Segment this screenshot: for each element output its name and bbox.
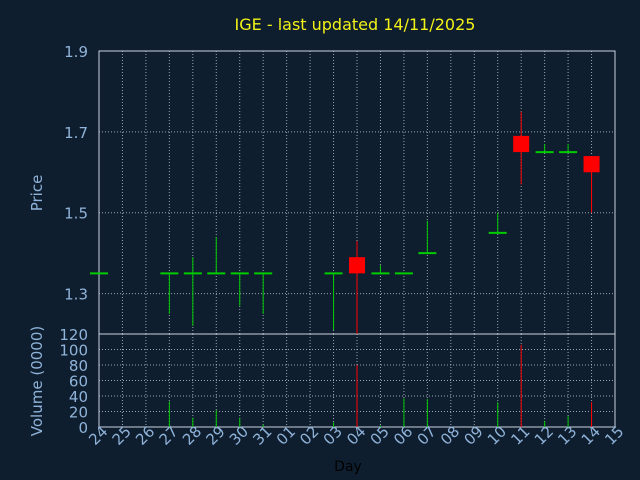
x-tick-label: 08 [437, 423, 463, 449]
x-tick-label: 05 [367, 423, 393, 449]
volume-y-tick-label: 120 [59, 326, 88, 344]
candle-body [349, 257, 365, 274]
x-tick-label: 31 [249, 423, 275, 449]
x-tick-label: 26 [132, 423, 158, 449]
volume-y-tick-label: 60 [69, 373, 88, 391]
volume-y-tick-label: 20 [69, 404, 88, 422]
x-tick-label: 27 [156, 423, 182, 449]
price-axis-label: Price [28, 175, 46, 212]
x-tick-label: 13 [554, 423, 580, 449]
price-y-tick-label: 1.5 [64, 205, 88, 223]
chart-title: IGE - last updated 14/11/2025 [235, 15, 476, 34]
x-tick-label: 25 [109, 423, 135, 449]
x-tick-label: 12 [531, 423, 557, 449]
x-tick-label: 02 [296, 423, 322, 449]
volume-y-tick-label: 100 [59, 342, 88, 360]
x-tick-label: 06 [390, 423, 416, 449]
x-tick-labels: 2425262728293031010203040506070809101112… [85, 423, 627, 449]
candle-body [513, 135, 530, 153]
x-tick-label: 30 [226, 423, 252, 449]
price-y-tick-label: 1.9 [64, 43, 88, 61]
price-y-tick-label: 1.3 [64, 286, 88, 304]
volume-axis-label: Volume (0000) [28, 326, 46, 436]
volume-y-tick-label: 0 [78, 419, 88, 437]
x-tick-label: 10 [484, 423, 510, 449]
candles [90, 111, 600, 334]
price-y-tick-label: 1.7 [64, 124, 88, 142]
x-tick-label: 09 [460, 423, 486, 449]
x-tick-label: 28 [179, 423, 205, 449]
x-tick-label: 07 [414, 423, 440, 449]
volume-y-tick-label: 80 [69, 357, 88, 375]
price-y-ticks: 1.3 1.5 1.7 1.9 [64, 43, 88, 304]
x-tick-label: 24 [85, 423, 111, 449]
x-tick-label: 01 [273, 423, 299, 449]
x-axis-label: Day [334, 459, 362, 475]
x-tick-label: 11 [507, 423, 533, 449]
x-tick-label: 14 [578, 423, 604, 449]
x-tick-label: 04 [343, 423, 369, 449]
x-tick-label: 29 [202, 423, 228, 449]
volume-y-tick-label: 40 [69, 388, 88, 406]
x-tick-label: 03 [320, 423, 346, 449]
volume-bars [168, 344, 593, 427]
candle-body [583, 156, 600, 173]
x-tick-label: 15 [601, 423, 627, 449]
